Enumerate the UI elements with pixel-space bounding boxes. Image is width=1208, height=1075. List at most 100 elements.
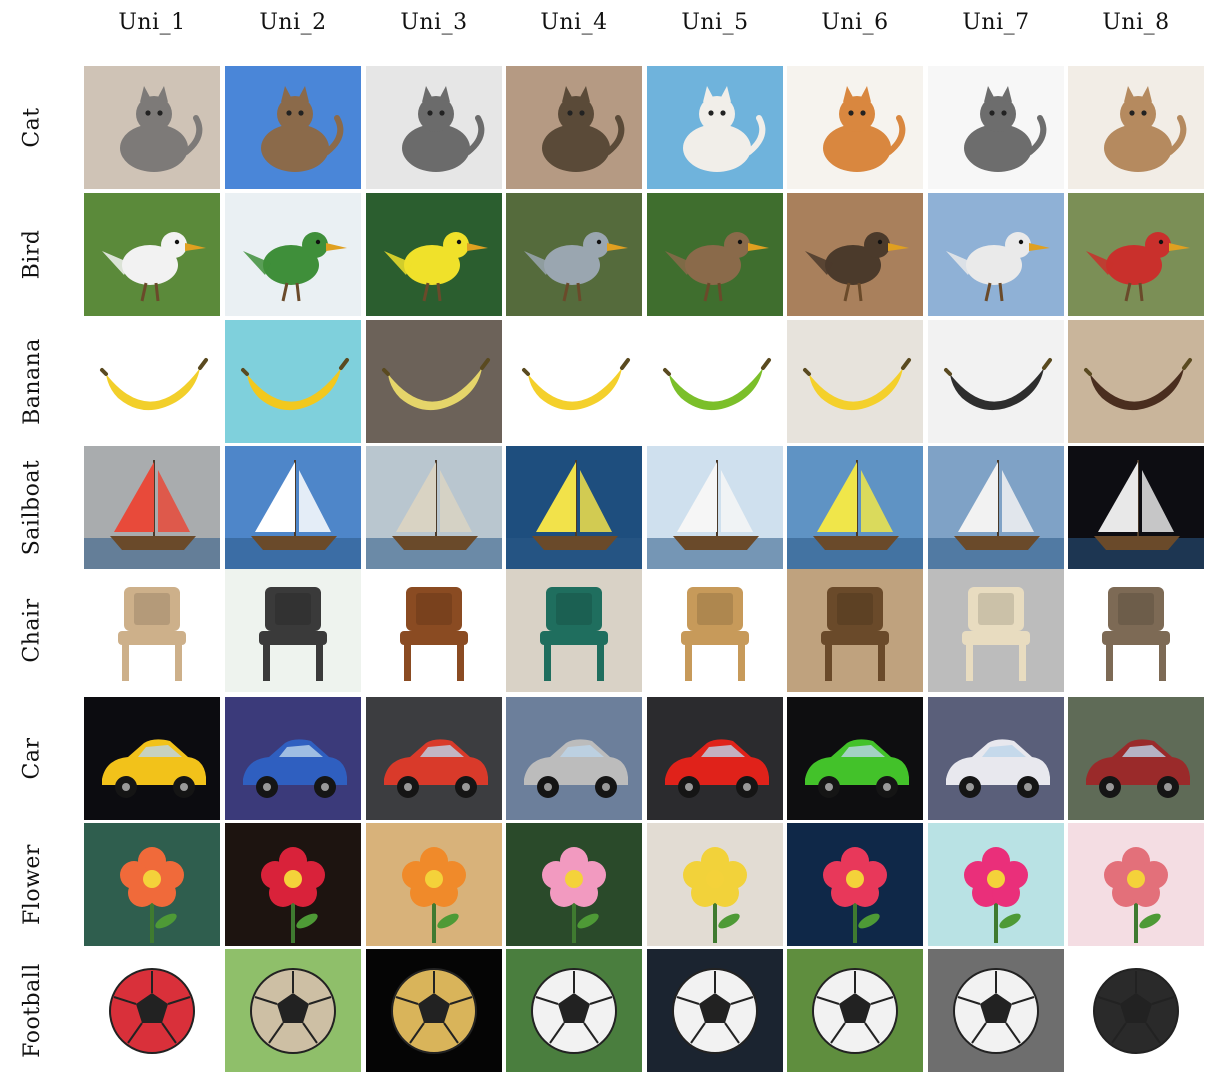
row-header-label: Chair	[19, 598, 45, 663]
flower-photo-icon	[506, 823, 642, 946]
sailboat-photo-icon	[647, 446, 783, 569]
column-header-6: Uni_6	[821, 10, 889, 35]
image-cell-football-8	[1068, 949, 1204, 1072]
banana-photo-icon	[787, 320, 923, 443]
football-photo-icon	[928, 949, 1064, 1072]
car-photo-icon	[506, 697, 642, 820]
row-header-label: Banana	[19, 338, 45, 425]
image-cell-football-7	[928, 949, 1064, 1072]
image-cell-sailboat-8	[1068, 446, 1204, 569]
chair-photo-icon	[366, 569, 502, 692]
cat-photo-icon	[506, 66, 642, 189]
row-header-bird: Bird	[6, 193, 58, 316]
banana-photo-icon	[84, 320, 220, 443]
cat-photo-icon	[366, 66, 502, 189]
image-cell-football-5	[647, 949, 783, 1072]
image-cell-flower-3	[366, 823, 502, 946]
image-cell-cat-2	[225, 66, 361, 189]
football-photo-icon	[1068, 949, 1204, 1072]
car-photo-icon	[647, 697, 783, 820]
image-cell-bird-7	[928, 193, 1064, 316]
sailboat-photo-icon	[366, 446, 502, 569]
column-header-5: Uni_5	[681, 10, 749, 35]
row-header-label: Car	[19, 737, 45, 780]
row-header-label: Cat	[19, 107, 45, 148]
row-header-label: Flower	[19, 844, 45, 925]
image-cell-sailboat-1	[84, 446, 220, 569]
image-cell-banana-7	[928, 320, 1064, 443]
cat-photo-icon	[647, 66, 783, 189]
cat-photo-icon	[225, 66, 361, 189]
cat-photo-icon	[928, 66, 1064, 189]
sailboat-photo-icon	[1068, 446, 1204, 569]
image-cell-cat-4	[506, 66, 642, 189]
column-header-4: Uni_4	[540, 10, 608, 35]
chair-photo-icon	[225, 569, 361, 692]
banana-photo-icon	[647, 320, 783, 443]
image-cell-flower-4	[506, 823, 642, 946]
image-cell-car-6	[787, 697, 923, 820]
image-cell-football-4	[506, 949, 642, 1072]
column-header-8: Uni_8	[1102, 10, 1170, 35]
row-header-football: Football	[6, 949, 58, 1072]
image-cell-banana-8	[1068, 320, 1204, 443]
cat-photo-icon	[1068, 66, 1204, 189]
image-cell-car-7	[928, 697, 1064, 820]
cat-photo-icon	[787, 66, 923, 189]
image-cell-flower-7	[928, 823, 1064, 946]
sailboat-photo-icon	[225, 446, 361, 569]
image-cell-banana-1	[84, 320, 220, 443]
image-cell-cat-3	[366, 66, 502, 189]
image-cell-banana-2	[225, 320, 361, 443]
car-photo-icon	[928, 697, 1064, 820]
flower-photo-icon	[928, 823, 1064, 946]
image-cell-football-6	[787, 949, 923, 1072]
chair-photo-icon	[1068, 569, 1204, 692]
image-cell-car-4	[506, 697, 642, 820]
sailboat-photo-icon	[506, 446, 642, 569]
football-photo-icon	[787, 949, 923, 1072]
chair-photo-icon	[928, 569, 1064, 692]
flower-photo-icon	[366, 823, 502, 946]
football-photo-icon	[84, 949, 220, 1072]
image-cell-chair-4	[506, 569, 642, 692]
image-cell-football-3	[366, 949, 502, 1072]
row-header-chair: Chair	[6, 569, 58, 692]
image-cell-car-1	[84, 697, 220, 820]
image-cell-sailboat-3	[366, 446, 502, 569]
flower-photo-icon	[787, 823, 923, 946]
row-header-label: Sailboat	[19, 459, 45, 556]
image-cell-flower-5	[647, 823, 783, 946]
image-cell-chair-6	[787, 569, 923, 692]
football-photo-icon	[225, 949, 361, 1072]
image-cell-flower-6	[787, 823, 923, 946]
image-cell-chair-5	[647, 569, 783, 692]
sailboat-photo-icon	[928, 446, 1064, 569]
image-cell-bird-4	[506, 193, 642, 316]
chair-photo-icon	[84, 569, 220, 692]
bird-photo-icon	[366, 193, 502, 316]
image-cell-sailboat-5	[647, 446, 783, 569]
image-cell-bird-3	[366, 193, 502, 316]
car-photo-icon	[1068, 697, 1204, 820]
image-cell-bird-6	[787, 193, 923, 316]
image-cell-car-3	[366, 697, 502, 820]
row-header-label: Football	[19, 963, 45, 1058]
banana-photo-icon	[1068, 320, 1204, 443]
cat-photo-icon	[84, 66, 220, 189]
banana-photo-icon	[506, 320, 642, 443]
bird-photo-icon	[787, 193, 923, 316]
image-cell-cat-5	[647, 66, 783, 189]
sailboat-photo-icon	[787, 446, 923, 569]
image-cell-bird-1	[84, 193, 220, 316]
image-cell-football-2	[225, 949, 361, 1072]
banana-photo-icon	[225, 320, 361, 443]
image-cell-chair-7	[928, 569, 1064, 692]
row-header-label: Bird	[19, 229, 45, 280]
image-cell-sailboat-2	[225, 446, 361, 569]
image-cell-cat-1	[84, 66, 220, 189]
image-cell-car-2	[225, 697, 361, 820]
bird-photo-icon	[225, 193, 361, 316]
car-photo-icon	[366, 697, 502, 820]
row-header-cat: Cat	[6, 66, 58, 189]
